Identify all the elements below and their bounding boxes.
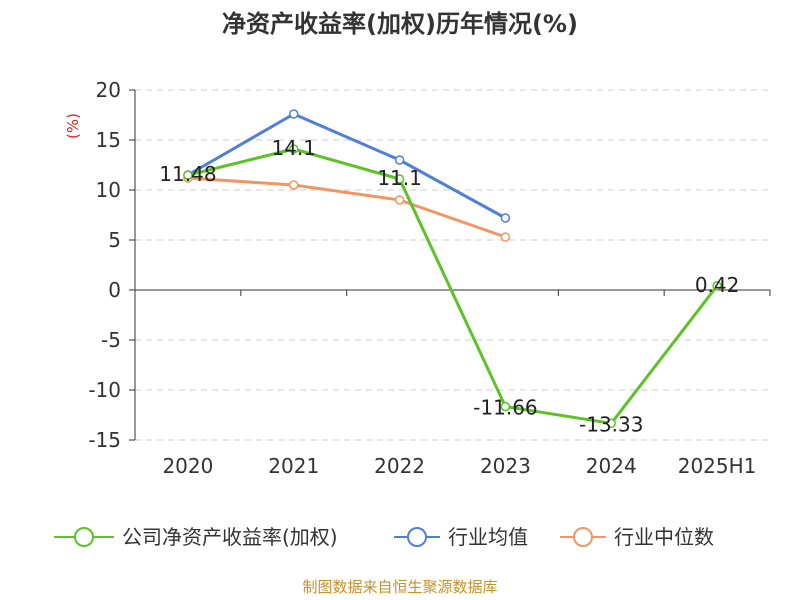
y-axis-unit: (%) — [64, 113, 82, 139]
series-line — [187, 176, 506, 239]
legend-marker — [407, 527, 427, 547]
x-tick-label: 2020 — [162, 454, 213, 478]
legend-marker — [573, 527, 593, 547]
data-point — [289, 109, 299, 119]
y-tick-label: 15 — [96, 128, 121, 152]
data-point — [500, 232, 511, 242]
data-label: 11.48 — [159, 162, 216, 186]
data-point — [712, 281, 722, 291]
x-tick-label: 2022 — [374, 454, 425, 478]
data-label: -11.66 — [473, 396, 537, 420]
y-tick-label: -10 — [88, 378, 121, 402]
data-point — [289, 180, 299, 190]
legend-label: 行业均值 — [448, 525, 528, 549]
legend-label: 公司净资产收益率(加权) — [122, 525, 338, 549]
data-label: 14.1 — [271, 136, 316, 160]
data-point — [500, 401, 511, 412]
data-point — [289, 144, 299, 154]
x-tick-label: 2025H1 — [678, 454, 757, 478]
y-tick-label: 0 — [108, 278, 121, 302]
series-line — [187, 147, 719, 425]
y-tick-label: 20 — [96, 78, 121, 102]
source-note: 制图数据来自恒生聚源数据库 — [302, 578, 497, 596]
y-tick-label: 10 — [96, 178, 121, 202]
x-tick-label: 2021 — [268, 454, 319, 478]
y-tick-label: -15 — [88, 428, 121, 452]
data-point — [500, 213, 511, 223]
data-point — [606, 418, 616, 429]
data-label: -13.33 — [579, 412, 643, 436]
data-label: 0.42 — [695, 273, 740, 297]
x-tick-label: 2024 — [586, 454, 637, 478]
x-tick-label: 2023 — [480, 454, 531, 478]
data-point — [394, 195, 405, 205]
data-point — [183, 170, 193, 180]
legend-label: 行业中位数 — [614, 525, 714, 549]
y-tick-label: 5 — [108, 228, 121, 252]
y-tick-label: -5 — [101, 328, 121, 352]
data-label: 11.1 — [377, 166, 422, 190]
legend-marker — [74, 527, 94, 547]
data-point — [394, 174, 405, 184]
chart-title: 净资产收益率(加权)历年情况(%) — [222, 10, 578, 38]
series-line — [187, 112, 507, 220]
data-point — [394, 155, 405, 165]
